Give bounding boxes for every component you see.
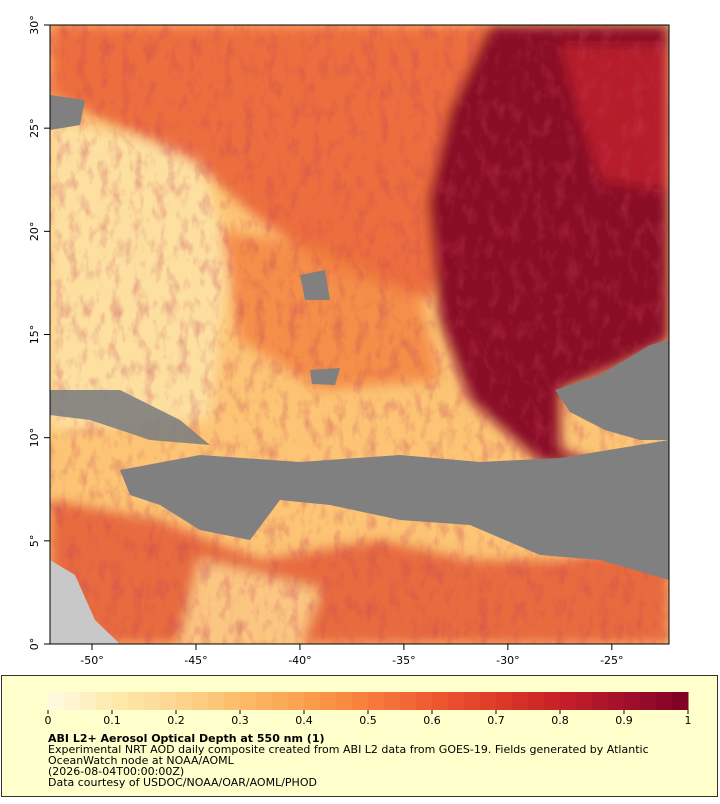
colorbar-swatch [576, 692, 593, 710]
colorbar-swatch [416, 692, 433, 710]
colorbar-swatch [640, 692, 657, 710]
y-tick-label: 20° [28, 222, 41, 242]
colorbar-swatch [176, 692, 193, 710]
colorbar-swatch [608, 692, 625, 710]
colorbar-tick-label: 0.4 [295, 714, 313, 727]
colorbar-swatch [96, 692, 113, 710]
legend-title: ABI L2+ Aerosol Optical Depth at 550 nm … [48, 732, 325, 745]
y-tick-label: 25° [28, 118, 41, 138]
colorbar-swatch [128, 692, 145, 710]
colorbar-swatch [256, 692, 273, 710]
colorbar-swatch [464, 692, 481, 710]
colorbar-swatch [304, 692, 321, 710]
colorbar-tick-label: 0.2 [167, 714, 185, 727]
colorbar-tick-label: 0.5 [359, 714, 377, 727]
colorbar-swatch [448, 692, 465, 710]
colorbar-swatch [512, 692, 529, 710]
y-tick-label: 5° [28, 535, 41, 548]
colorbar-swatch [352, 692, 369, 710]
colorbar-swatch [288, 692, 305, 710]
colorbar-swatch [208, 692, 225, 710]
colorbar-swatch [272, 692, 289, 710]
colorbar-swatch [64, 692, 81, 710]
y-tick-label: 0° [28, 638, 41, 651]
y-tick-label: 30° [28, 15, 41, 35]
legend-line: Data courtesy of USDOC/NOAA/OAR/AOML/PHO… [48, 776, 317, 789]
colorbar-swatch [160, 692, 177, 710]
y-tick-label: 15° [28, 325, 41, 345]
colorbar-swatch [384, 692, 401, 710]
colorbar-swatch [672, 692, 689, 710]
x-tick-label: -50° [80, 654, 103, 667]
colorbar-swatch [480, 692, 497, 710]
legend-line: (2026-08-04T00:00:00Z) [48, 765, 184, 778]
colorbar-swatch [496, 692, 513, 710]
colorbar-swatch [112, 692, 129, 710]
colorbar-swatch [656, 692, 673, 710]
x-tick-label: -30° [496, 654, 519, 667]
x-tick-label: -25° [600, 654, 623, 667]
colorbar-tick-label: 0.1 [103, 714, 121, 727]
colorbar-tick-label: 1 [685, 714, 692, 727]
colorbar-swatch [544, 692, 561, 710]
colorbar-swatch [240, 692, 257, 710]
colorbar-swatch [400, 692, 417, 710]
colorbar-swatch [336, 692, 353, 710]
colorbar-swatch [48, 692, 65, 710]
colorbar-swatch [320, 692, 337, 710]
y-tick-label: 10° [28, 428, 41, 448]
x-tick-label: -40° [288, 654, 311, 667]
colorbar-swatch [224, 692, 241, 710]
colorbar-tick-label: 0.6 [423, 714, 441, 727]
colorbar-tick-label: 0.8 [551, 714, 569, 727]
colorbar-swatch [80, 692, 97, 710]
x-tick-label: -45° [184, 654, 207, 667]
colorbar-swatch [528, 692, 545, 710]
colorbar-tick-label: 0.3 [231, 714, 249, 727]
colorbar-swatch [560, 692, 577, 710]
colorbar-swatch [624, 692, 641, 710]
colorbar-tick-label: 0 [45, 714, 52, 727]
colorbar-tick-label: 0.9 [615, 714, 633, 727]
legend-line: OceanWatch node at NOAA/AOML [48, 754, 235, 767]
colorbar-swatch [592, 692, 609, 710]
aod-raster [50, 25, 669, 644]
colorbar-tick-label: 0.7 [487, 714, 505, 727]
colorbar-swatch [192, 692, 209, 710]
colorbar-swatch [432, 692, 449, 710]
legend-line: Experimental NRT AOD daily composite cre… [48, 743, 649, 756]
x-tick-label: -35° [392, 654, 415, 667]
colorbar-swatch [368, 692, 385, 710]
colorbar-swatch [144, 692, 161, 710]
